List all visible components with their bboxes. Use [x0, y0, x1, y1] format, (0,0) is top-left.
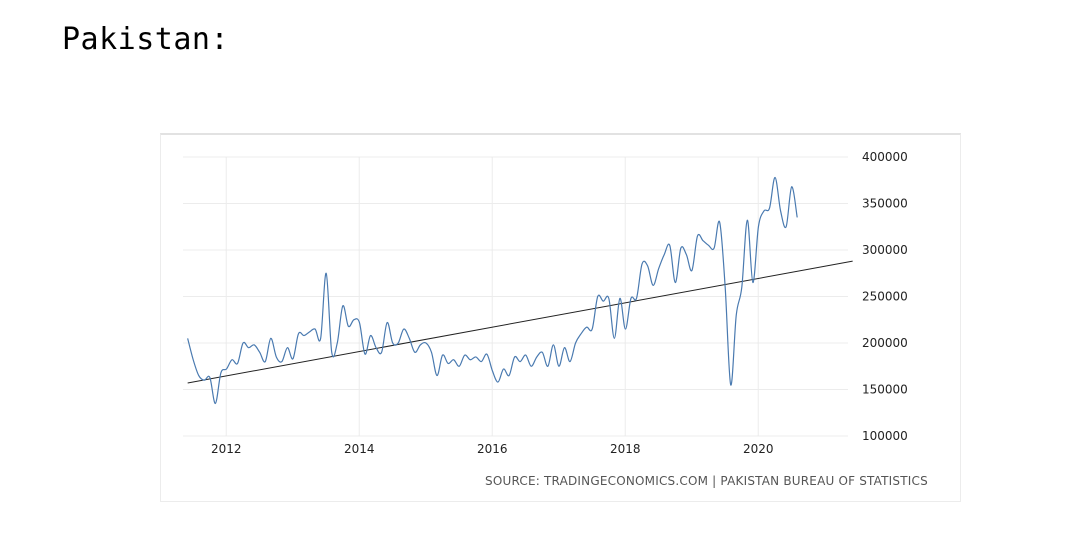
x-axis-ticks: 2012 2014 2016 2018 2020 — [211, 442, 774, 456]
source-note: SOURCE: TRADINGECONOMICS.COM | PAKISTAN … — [485, 474, 928, 488]
y-tick-label: 100000 — [862, 429, 908, 443]
y-tick-label: 300000 — [862, 243, 908, 257]
y-tick-label: 400000 — [862, 150, 908, 164]
x-tick-label: 2020 — [743, 442, 774, 456]
trend-line — [187, 260, 853, 384]
y-tick-label: 350000 — [862, 197, 908, 211]
x-tick-label: 2018 — [610, 442, 641, 456]
x-tick-label: 2014 — [344, 442, 375, 456]
grid-lines — [183, 156, 848, 437]
y-tick-label: 150000 — [862, 383, 908, 397]
page-heading: Pakistan: — [62, 22, 230, 57]
series-line — [187, 176, 798, 405]
y-tick-label: 200000 — [862, 336, 908, 350]
x-tick-label: 2016 — [477, 442, 508, 456]
x-tick-label: 2012 — [211, 442, 242, 456]
y-axis-ticks: 100000 150000 200000 250000 300000 350000 4000… — [862, 150, 908, 443]
chart-frame — [160, 133, 961, 502]
y-tick-label: 250000 — [862, 290, 908, 304]
